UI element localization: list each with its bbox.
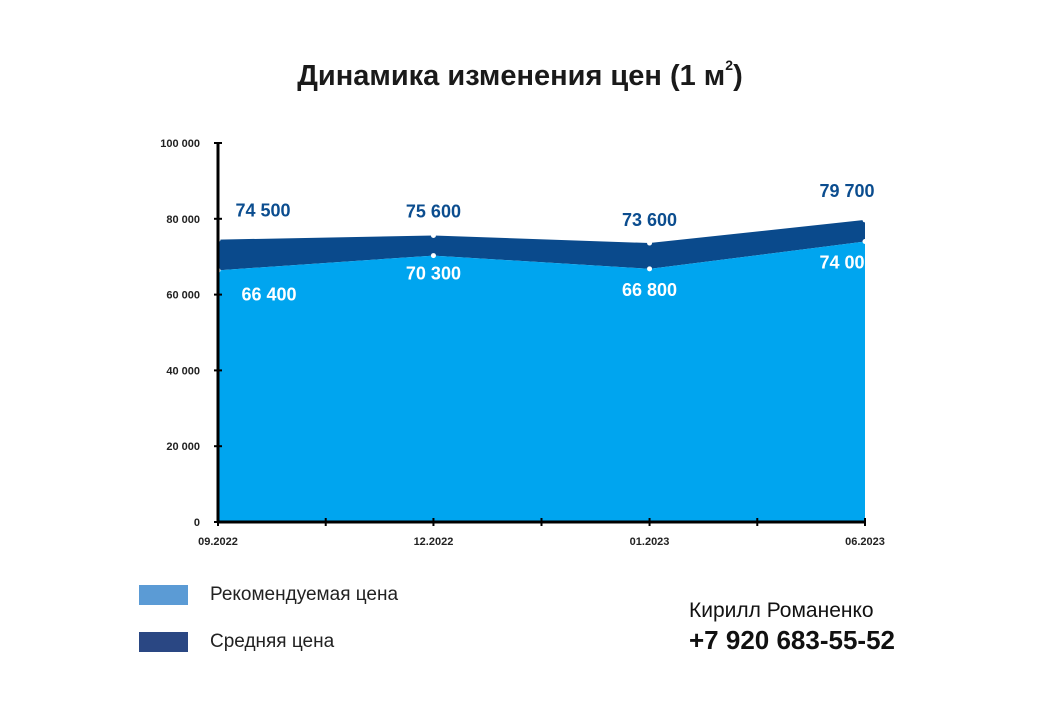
x-tick-label: 01.2023 <box>630 536 670 548</box>
data-label-average: 79 700 <box>819 181 874 201</box>
legend-label-recommended: Рекомендуемая цена <box>210 584 399 605</box>
legend-item-recommended: Рекомендуемая цена <box>139 584 398 606</box>
point-average <box>862 217 868 223</box>
data-label-recommended: 66 800 <box>622 280 677 300</box>
point-recommended <box>862 239 868 245</box>
point-recommended <box>647 266 653 272</box>
series-area-average <box>218 219 865 271</box>
y-tick-label: 60 000 <box>166 290 200 302</box>
chart-title-suffix: ) <box>733 60 743 92</box>
contact-name: Кирилл Романенко <box>689 599 874 622</box>
point-average <box>430 232 436 238</box>
y-tick-label: 0 <box>194 517 200 529</box>
legend-item-average: Средняя цена <box>139 631 334 653</box>
data-label-average: 75 600 <box>406 201 461 221</box>
chart-title: Динамика изменения цен (1 м2) <box>0 57 1040 93</box>
y-tick-label: 80 000 <box>166 214 200 226</box>
contact-phone: +7 920 683-55-52 <box>689 625 896 655</box>
point-average <box>647 240 653 246</box>
data-label-average: 73 600 <box>622 210 677 230</box>
data-label-average: 74 500 <box>235 201 290 221</box>
x-tick-label: 09.2022 <box>198 536 238 548</box>
legend-label-average: Средняя цена <box>210 631 335 652</box>
data-label-recommended: 74 000 <box>819 253 874 273</box>
area-chart: 0 20 000 40 000 60 000 80 000 100 000 09.2022 1… <box>160 138 885 548</box>
x-tick-label: 12.2022 <box>414 536 454 548</box>
data-label-recommended: 66 400 <box>241 284 296 304</box>
chart-title-text: Динамика изменения цен (1 м <box>297 60 726 92</box>
y-tick-label: 40 000 <box>166 365 200 377</box>
point-recommended <box>430 253 436 259</box>
data-label-recommended: 70 300 <box>406 264 461 284</box>
y-tick-label: 100 000 <box>160 138 200 150</box>
legend-swatch-recommended <box>139 585 188 605</box>
legend-swatch-average <box>139 632 188 652</box>
chart-title-superscript: 2 <box>725 57 734 74</box>
series-area-recommended <box>218 241 865 523</box>
x-tick-label: 06.2023 <box>845 536 885 548</box>
y-tick-label: 20 000 <box>166 441 200 453</box>
